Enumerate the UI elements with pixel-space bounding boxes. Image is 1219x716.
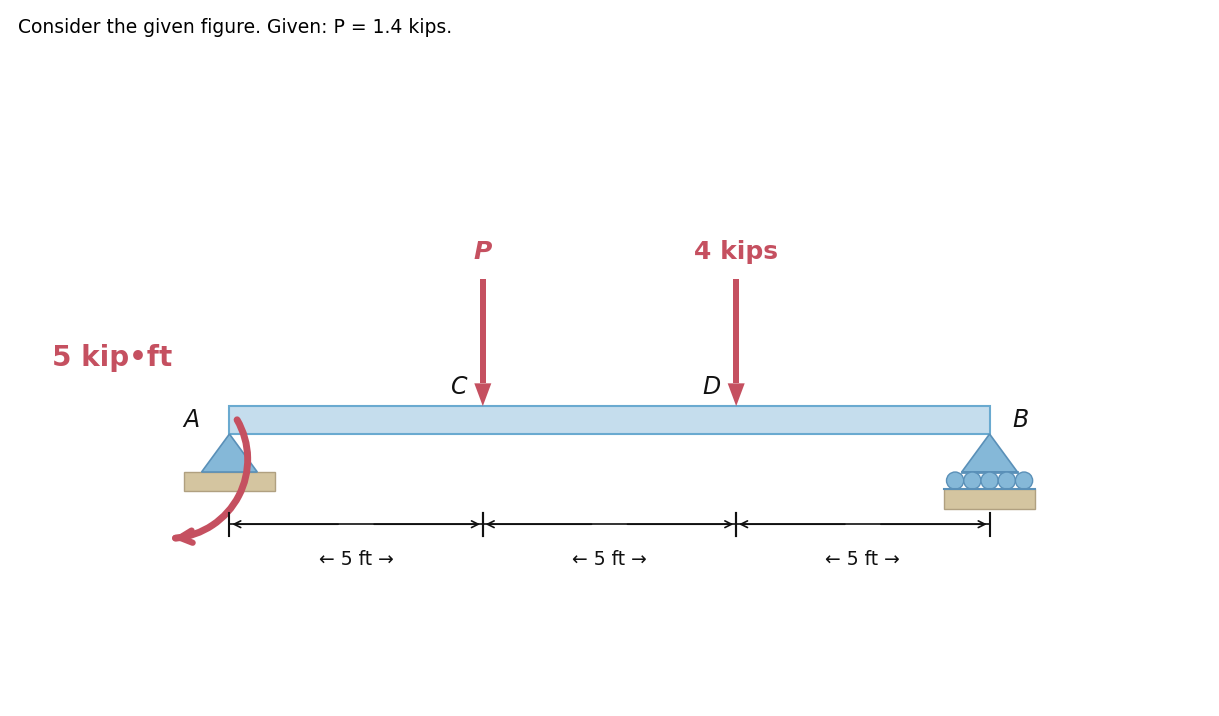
Polygon shape	[728, 383, 745, 406]
Text: ← 5 ft →: ← 5 ft →	[572, 550, 647, 569]
Polygon shape	[201, 434, 257, 472]
Circle shape	[1015, 472, 1032, 489]
Bar	[184, 472, 275, 491]
Bar	[229, 406, 990, 434]
Text: ← 5 ft →: ← 5 ft →	[825, 550, 901, 569]
Text: P: P	[474, 241, 492, 264]
Bar	[480, 279, 486, 383]
Text: A: A	[183, 408, 199, 432]
Bar	[944, 489, 1035, 508]
Circle shape	[946, 472, 964, 489]
Text: Consider the given figure. Given: P = 1.4 kips.: Consider the given figure. Given: P = 1.…	[18, 18, 452, 37]
Bar	[733, 279, 739, 383]
Text: D: D	[702, 374, 720, 399]
Text: ← 5 ft →: ← 5 ft →	[318, 550, 394, 569]
Polygon shape	[962, 434, 1018, 472]
Circle shape	[998, 472, 1015, 489]
Circle shape	[981, 472, 998, 489]
Text: 5 kip•ft: 5 kip•ft	[52, 344, 172, 372]
Circle shape	[964, 472, 981, 489]
Text: 4 kips: 4 kips	[694, 241, 778, 264]
Text: C: C	[451, 374, 468, 399]
Polygon shape	[474, 383, 491, 406]
Text: B: B	[1012, 408, 1029, 432]
